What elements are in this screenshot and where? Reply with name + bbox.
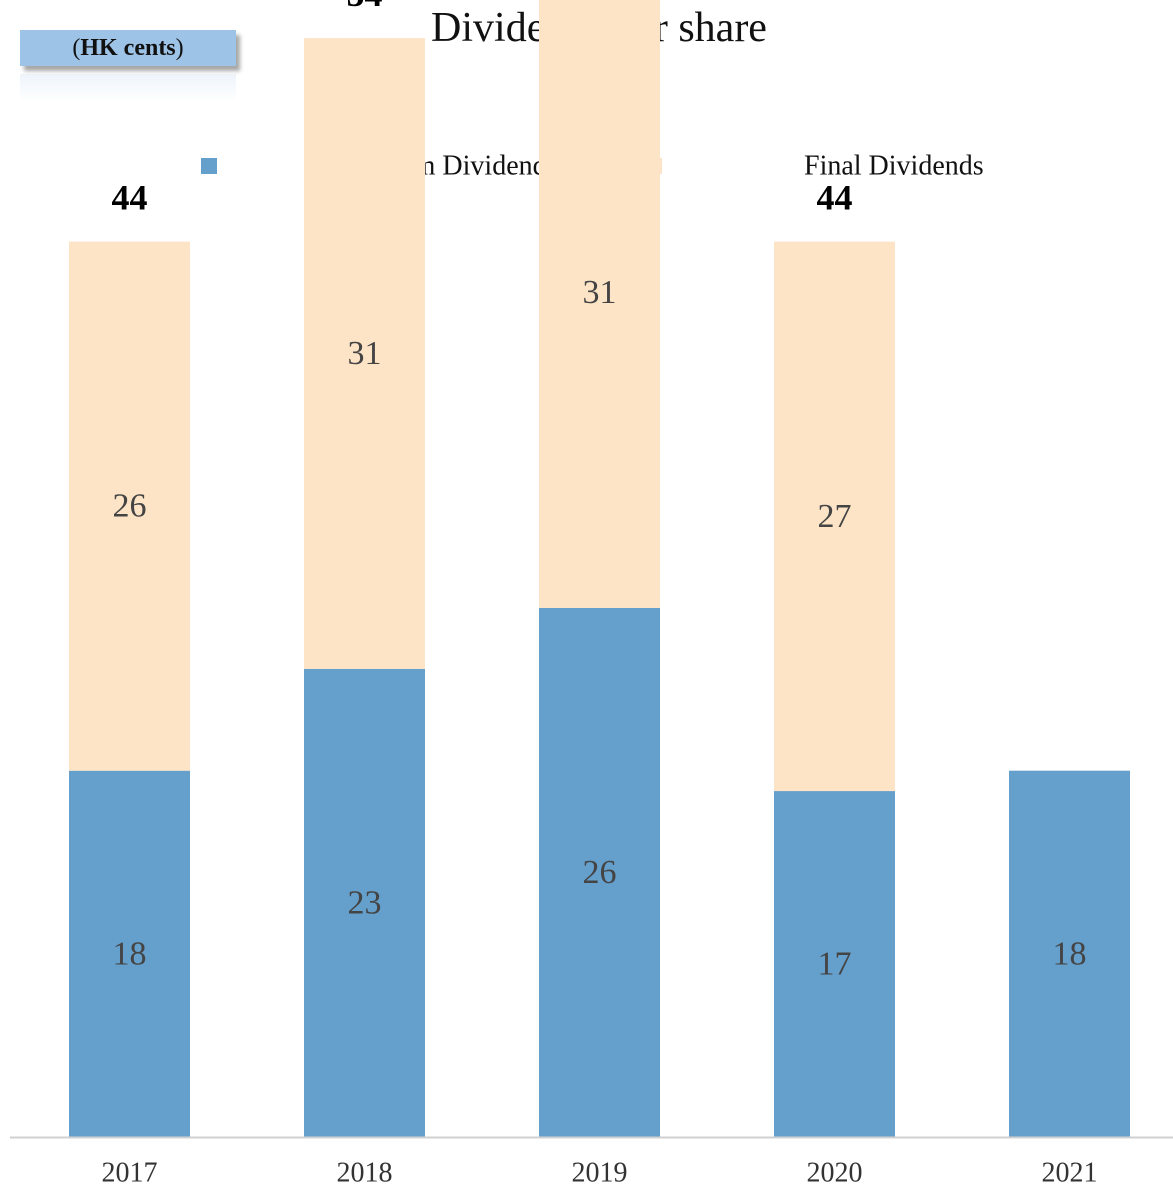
data-label-final-2019: 31 bbox=[583, 274, 617, 311]
unit-label: HK cents bbox=[80, 34, 176, 61]
x-tick-label-2017: 2017 bbox=[102, 1158, 158, 1189]
x-tick-label-2020: 2020 bbox=[807, 1158, 863, 1189]
data-label-final-2020: 27 bbox=[818, 498, 852, 535]
bar-interim-2017 bbox=[69, 770, 190, 1137]
bar-final-2020 bbox=[774, 241, 895, 792]
bar-interim-2021 bbox=[1009, 770, 1130, 1137]
unit-open-paren: ( bbox=[72, 34, 81, 61]
data-label-interim-2017: 18 bbox=[113, 935, 147, 972]
data-label-interim-2020: 17 bbox=[818, 946, 852, 983]
bar-final-2019 bbox=[539, 0, 660, 608]
total-label-2018: 54 bbox=[347, 0, 383, 14]
data-label-final-2017: 26 bbox=[113, 488, 147, 525]
data-label-final-2018: 31 bbox=[348, 335, 382, 372]
data-label-interim-2018: 23 bbox=[348, 884, 382, 921]
bar-final-2017 bbox=[69, 241, 190, 771]
legend-swatch-interim bbox=[201, 158, 217, 174]
unit-badge-reflection bbox=[20, 74, 236, 102]
x-tick-label-2019: 2019 bbox=[572, 1158, 628, 1189]
data-label-interim-2021: 18 bbox=[1053, 935, 1087, 972]
bar-interim-2018 bbox=[304, 668, 425, 1137]
x-tick-label-2021: 2021 bbox=[1042, 1158, 1098, 1189]
total-label-2020: 44 bbox=[817, 178, 853, 218]
x-tick-label-2018: 2018 bbox=[337, 1158, 393, 1189]
legend-label-final: Final Dividends bbox=[804, 151, 984, 182]
unit-badge: (HK cents) bbox=[20, 30, 236, 66]
unit-close-paren: ) bbox=[175, 34, 184, 61]
bar-interim-2020 bbox=[774, 791, 895, 1137]
bar-final-2018 bbox=[304, 38, 425, 669]
bar-interim-2019 bbox=[539, 607, 660, 1137]
total-label-2017: 44 bbox=[112, 178, 148, 218]
data-label-interim-2019: 26 bbox=[583, 854, 617, 891]
